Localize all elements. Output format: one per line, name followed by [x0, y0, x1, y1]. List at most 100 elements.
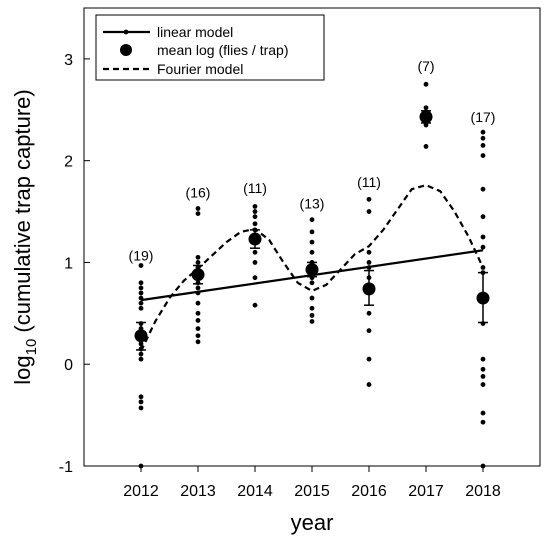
observation-point	[138, 356, 144, 362]
observation-point	[366, 260, 372, 265]
observation-point	[366, 310, 372, 316]
mean-marker	[191, 268, 205, 282]
observation-point	[480, 356, 486, 362]
mean-marker	[134, 329, 148, 343]
sample-size-label: (13)	[300, 196, 325, 212]
observation-point	[252, 214, 258, 220]
x-tick-label: 2012	[123, 483, 159, 500]
observation-point	[366, 356, 372, 362]
observation-point	[480, 419, 486, 425]
plot-area	[134, 81, 490, 469]
mean-marker	[476, 291, 490, 305]
observation-point	[480, 135, 486, 141]
y-axis-title-main: log	[10, 355, 35, 384]
sample-size-label: (11)	[357, 174, 381, 190]
sample-size-label: (16)	[186, 184, 211, 200]
legend-linear-label: linear model	[157, 24, 233, 40]
observation-point	[366, 196, 372, 202]
observation-point	[138, 280, 144, 286]
observation-point	[480, 374, 486, 379]
observation-point	[138, 290, 144, 296]
observation-point	[366, 209, 372, 214]
y-axis-title: log10 (cumulative trap capture)	[10, 89, 40, 384]
sample-size-label: (17)	[471, 109, 496, 125]
sample-size-label: (19)	[129, 247, 154, 263]
legend-mean-label: mean log (flies / trap)	[157, 42, 289, 58]
mean-marker	[419, 110, 433, 124]
observation-point	[309, 319, 315, 324]
observation-point	[195, 326, 201, 331]
observation-point	[195, 260, 201, 265]
observation-point	[195, 211, 201, 216]
observation-point	[480, 366, 486, 372]
observation-point	[480, 234, 486, 240]
sample-size-labels: (19) (16) (11) (13) (11) (7) (17)	[129, 58, 496, 263]
observation-point	[138, 300, 144, 306]
legend-fourier-label: Fourier model	[157, 61, 243, 77]
observation-point	[366, 382, 372, 387]
observation-point	[309, 249, 315, 255]
observation-point	[252, 221, 258, 227]
mean-marker	[248, 232, 262, 246]
x-axis-title: year	[291, 510, 334, 535]
observation-point	[309, 217, 315, 223]
observation-point	[366, 249, 372, 255]
observation-point	[138, 305, 144, 311]
observation-point	[195, 318, 201, 323]
observation-point	[252, 275, 258, 281]
x-tick-label: 2016	[351, 483, 387, 500]
observation-point	[195, 310, 201, 316]
x-tick-label: 2014	[237, 483, 273, 500]
sample-size-label: (11)	[243, 180, 267, 196]
observation-point	[195, 206, 201, 211]
observation-point	[309, 295, 315, 301]
observation-point	[309, 229, 315, 235]
observation-point	[309, 312, 315, 318]
observation-point	[423, 144, 429, 149]
legend-mean-marker	[120, 44, 132, 56]
observation-point	[480, 153, 486, 158]
y-tick-label: 0	[64, 357, 73, 374]
observation-point	[309, 305, 315, 311]
observation-point	[138, 405, 144, 411]
x-axis: 2012 2013 2014 2015 2016 2017 2018	[123, 466, 501, 500]
observation-point	[252, 260, 258, 265]
observation-point	[480, 186, 486, 192]
observation-point	[480, 214, 486, 220]
observation-point	[252, 249, 258, 255]
observation-point	[480, 129, 486, 135]
observation-point	[309, 280, 315, 286]
observation-point	[195, 339, 201, 345]
legend-linear-marker	[123, 29, 129, 35]
observation-point	[423, 81, 429, 87]
mean-marker	[305, 263, 319, 277]
observation-point	[252, 302, 258, 308]
observation-point	[195, 285, 201, 291]
sample-size-label: (7)	[417, 58, 434, 74]
y-tick-label: 2	[64, 154, 73, 171]
observation-point	[195, 333, 201, 339]
y-tick-label: -1	[59, 459, 73, 476]
observation-point	[252, 204, 258, 209]
observation-point	[195, 254, 201, 260]
observation-point	[309, 239, 315, 245]
y-tick-label: 3	[64, 52, 73, 69]
legend: linear model mean log (flies / trap) Fou…	[95, 14, 325, 81]
x-tick-label: 2017	[408, 483, 444, 500]
observation-point	[480, 382, 486, 387]
observation-point	[423, 105, 429, 111]
observation-point	[138, 399, 144, 405]
x-tick-label: 2013	[180, 483, 216, 500]
mean-marker	[362, 282, 376, 296]
observation-point	[423, 122, 429, 128]
y-axis-title-subscript: 10	[23, 339, 40, 356]
observation-point	[138, 351, 144, 357]
observation-point	[480, 143, 486, 148]
observation-point	[366, 328, 372, 334]
observation-point	[252, 209, 258, 214]
y-axis-title-rest: (cumulative trap capture)	[10, 89, 35, 338]
y-tick-label: 1	[64, 255, 73, 272]
observation-point	[138, 285, 144, 291]
x-tick-label: 2015	[294, 483, 330, 500]
